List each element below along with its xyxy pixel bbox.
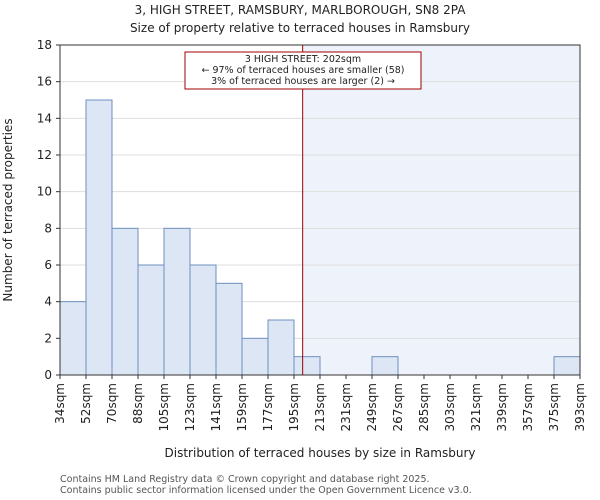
x-tick-label: 231sqm <box>339 383 353 431</box>
footer-copyright: Contains HM Land Registry data © Crown c… <box>60 474 430 485</box>
x-tick-label: 177sqm <box>261 383 275 431</box>
y-tick-label: 16 <box>37 75 52 89</box>
annotation-line-2: ← 97% of terraced houses are smaller (58… <box>201 65 404 76</box>
x-tick-label: 285sqm <box>417 383 431 431</box>
x-tick-label: 123sqm <box>183 383 197 431</box>
x-tick-label: 267sqm <box>391 383 405 431</box>
annotation-box <box>184 51 422 90</box>
histogram-bar <box>553 356 581 376</box>
histogram-bar <box>85 99 113 376</box>
larger-region-shade <box>302 45 580 375</box>
y-tick-label: 2 <box>44 331 52 345</box>
histogram-bar <box>137 264 165 376</box>
chart-title: Size of property relative to terraced ho… <box>129 21 471 35</box>
x-tick-label: 88sqm <box>131 383 145 424</box>
histogram-bar <box>371 356 399 376</box>
x-axis-label: Distribution of terraced houses by size … <box>165 446 476 460</box>
x-tick-label: 70sqm <box>105 383 119 424</box>
histogram-bar <box>215 282 243 376</box>
histogram-bar <box>293 356 321 376</box>
footer-licence: Contains public sector information licen… <box>60 485 472 496</box>
x-tick-label: 249sqm <box>365 383 379 431</box>
x-tick-label: 195sqm <box>287 383 301 431</box>
y-tick-label: 4 <box>44 295 52 309</box>
histogram-bar <box>111 227 139 376</box>
y-tick-label: 10 <box>37 185 52 199</box>
x-tick-label: 105sqm <box>157 383 171 431</box>
x-tick-label: 141sqm <box>209 383 223 431</box>
chart-title-address: 3, HIGH STREET, RAMSBURY, MARLBOROUGH, S… <box>134 3 466 17</box>
x-tick-label: 339sqm <box>495 383 509 431</box>
y-tick-label: 0 <box>44 368 52 382</box>
y-tick-label: 14 <box>37 111 52 125</box>
x-tick-label: 159sqm <box>235 383 249 431</box>
histogram-chart: 0 2 4 6 8 10 12 14 16 18 34sqm 52sqm 70sqm 88sqm 105sq… <box>1 38 587 460</box>
annotation-line-3: 3% of terraced houses are larger (2) → <box>211 76 395 87</box>
x-tick-label: 321sqm <box>469 383 483 431</box>
histogram-bar <box>241 337 269 376</box>
x-tick-label: 34sqm <box>53 383 67 424</box>
x-tick-label: 213sqm <box>313 383 327 431</box>
y-tick-label: 8 <box>44 221 52 235</box>
y-axis-label: Number of terraced properties <box>1 118 15 301</box>
x-tick-label: 303sqm <box>443 383 457 431</box>
annotation-line-1: 3 HIGH STREET: 202sqm <box>245 54 361 65</box>
y-tick-label: 18 <box>37 38 52 52</box>
x-tick-label: 357sqm <box>521 383 535 431</box>
histogram-bar <box>267 319 295 376</box>
y-tick-label: 6 <box>44 258 52 272</box>
x-tick-label: 393sqm <box>573 383 587 431</box>
x-tick-label: 52sqm <box>79 383 93 424</box>
x-tick-label: 375sqm <box>547 383 561 431</box>
histogram-bar <box>163 227 191 376</box>
histogram-bar <box>59 301 87 376</box>
histogram-bar <box>189 264 217 376</box>
y-tick-label: 12 <box>37 148 52 162</box>
